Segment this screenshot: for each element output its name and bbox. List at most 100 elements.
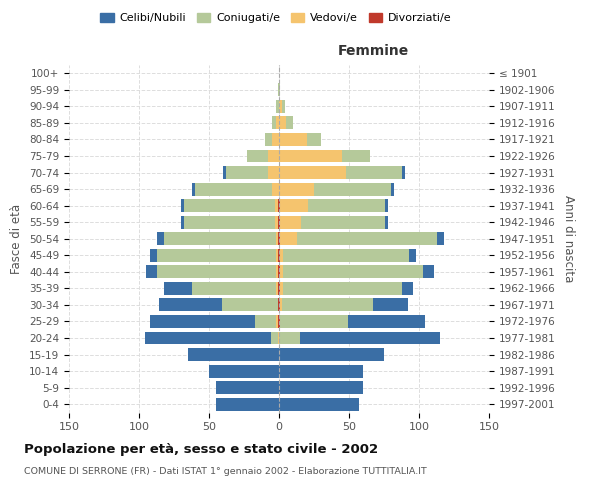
Bar <box>223 166 226 179</box>
Bar <box>373 298 408 312</box>
Bar <box>314 182 391 196</box>
Bar <box>184 199 275 212</box>
Bar <box>402 166 405 179</box>
Bar <box>385 216 388 228</box>
Bar <box>150 249 157 262</box>
Bar <box>150 315 255 328</box>
Bar <box>265 133 272 146</box>
Bar <box>279 315 280 328</box>
Bar <box>276 116 279 130</box>
Bar <box>279 84 280 96</box>
Bar <box>402 282 413 295</box>
Bar <box>164 282 192 295</box>
Bar <box>286 116 293 130</box>
Bar <box>347 315 425 328</box>
Bar <box>346 166 402 179</box>
Bar <box>255 315 276 328</box>
Bar <box>301 216 385 228</box>
Bar <box>276 282 278 295</box>
Bar <box>297 232 437 245</box>
Bar <box>272 133 279 146</box>
Bar <box>283 249 409 262</box>
Bar <box>280 282 283 295</box>
Bar <box>268 166 279 179</box>
Bar <box>247 150 268 162</box>
Bar <box>221 298 278 312</box>
Bar <box>391 182 394 196</box>
Bar <box>275 216 278 228</box>
Bar <box>164 232 276 245</box>
Bar <box>279 381 363 394</box>
Bar <box>280 249 283 262</box>
Bar <box>276 100 279 113</box>
Bar <box>195 182 272 196</box>
Bar <box>188 348 279 361</box>
Bar <box>158 298 221 312</box>
Bar <box>157 266 276 278</box>
Bar <box>437 232 444 245</box>
Bar <box>283 282 402 295</box>
Bar <box>181 216 184 228</box>
Bar <box>279 298 280 312</box>
Bar <box>275 199 278 212</box>
Bar <box>279 133 307 146</box>
Text: Popolazione per età, sesso e stato civile - 2002: Popolazione per età, sesso e stato civil… <box>24 442 378 456</box>
Bar <box>278 298 279 312</box>
Legend: Celibi/Nubili, Coniugati/e, Vedovi/e, Divorziati/e: Celibi/Nubili, Coniugati/e, Vedovi/e, Di… <box>96 8 456 28</box>
Bar <box>192 182 195 196</box>
Bar <box>278 315 279 328</box>
Bar <box>280 216 301 228</box>
Bar <box>342 150 370 162</box>
Bar <box>272 116 276 130</box>
Bar <box>300 332 440 344</box>
Bar <box>278 232 279 245</box>
Bar <box>146 266 157 278</box>
Bar <box>409 249 416 262</box>
Bar <box>278 249 279 262</box>
Bar <box>278 216 279 228</box>
Bar <box>307 133 321 146</box>
Bar <box>279 282 280 295</box>
Bar <box>280 298 282 312</box>
Bar <box>157 232 164 245</box>
Bar <box>226 166 268 179</box>
Text: COMUNE DI SERRONE (FR) - Dati ISTAT 1° gennaio 2002 - Elaborazione TUTTITALIA.IT: COMUNE DI SERRONE (FR) - Dati ISTAT 1° g… <box>24 468 427 476</box>
Bar <box>279 116 286 130</box>
Bar <box>279 150 342 162</box>
Bar <box>423 266 434 278</box>
Bar <box>279 249 280 262</box>
Bar <box>385 199 388 212</box>
Bar <box>192 282 276 295</box>
Bar <box>181 199 184 212</box>
Bar <box>145 332 271 344</box>
Bar <box>282 298 373 312</box>
Bar <box>271 332 278 344</box>
Bar <box>268 150 279 162</box>
Bar <box>279 182 314 196</box>
Bar <box>308 199 385 212</box>
Bar <box>279 100 282 113</box>
Bar <box>276 315 278 328</box>
Bar <box>278 84 279 96</box>
Bar <box>276 266 278 278</box>
Bar <box>280 266 283 278</box>
Bar <box>279 216 280 228</box>
Y-axis label: Anni di nascita: Anni di nascita <box>562 195 575 282</box>
Bar <box>279 266 280 278</box>
Bar <box>209 364 279 378</box>
Bar <box>279 364 363 378</box>
Bar <box>280 232 297 245</box>
Bar <box>216 398 279 410</box>
Bar <box>278 199 279 212</box>
Y-axis label: Fasce di età: Fasce di età <box>10 204 23 274</box>
Bar <box>280 199 308 212</box>
Text: Femmine: Femmine <box>338 44 409 58</box>
Bar <box>276 232 278 245</box>
Bar <box>272 182 279 196</box>
Bar <box>276 249 278 262</box>
Bar <box>283 266 423 278</box>
Bar <box>157 249 276 262</box>
Bar <box>279 166 346 179</box>
Bar <box>278 332 279 344</box>
Bar <box>216 381 279 394</box>
